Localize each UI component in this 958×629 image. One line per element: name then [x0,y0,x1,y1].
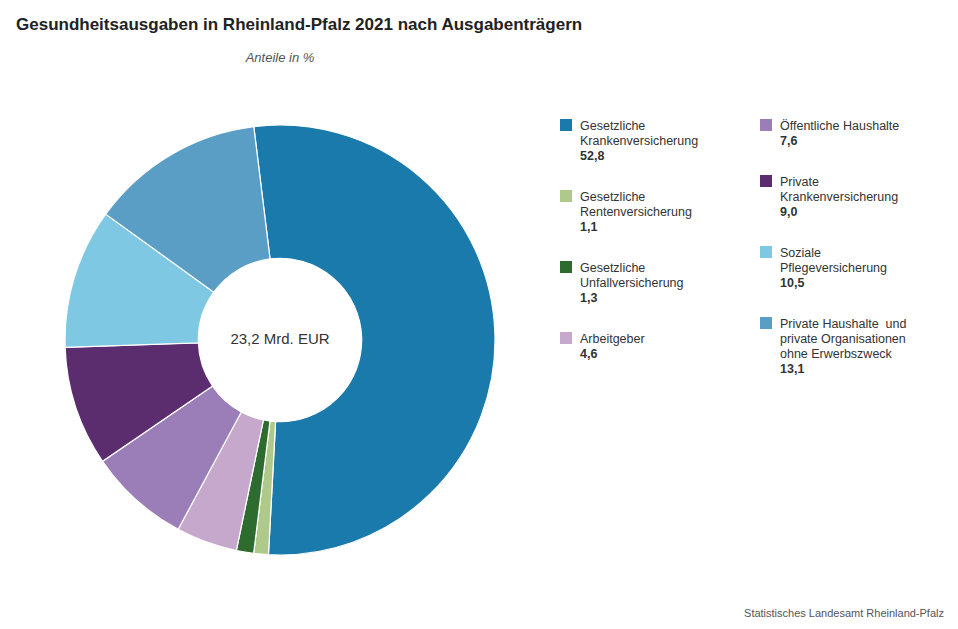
title: Gesundheitsausgaben in Rheinland-Pfalz 2… [16,15,582,34]
legend-label-line: Rentenversicherung [580,205,692,219]
legend-label: Private Haushalte undprivate Organisatio… [780,317,907,361]
data-label: 1,3 [580,291,597,305]
legend-swatch [760,317,772,329]
legend-label-line: Öffentliche Haushalte [780,119,899,133]
legend-label: Öffentliche Haushalte [780,119,899,133]
data-label: 9,0 [780,205,797,219]
legend-swatch [760,175,772,187]
legend-label: PrivateKrankenversicherung [780,175,898,204]
legend-label: GesetzlicheUnfallversicherung [580,261,684,290]
legend-label-line: Gesetzliche [580,261,645,275]
data-label: 52,8 [580,149,604,163]
legend-item: GesetzlicheRentenversicherung1,1 [560,190,692,234]
legend-item: GesetzlicheUnfallversicherung1,3 [560,261,684,305]
data-label: 7,6 [780,134,797,148]
legend-swatch [560,332,572,344]
subtitle: Anteile in % [245,50,315,65]
legend-swatch [560,190,572,202]
legend: GesetzlicheKrankenversicherung52,8Gesetz… [560,119,907,376]
legend-label-line: Private [780,175,819,189]
legend-label: GesetzlicheKrankenversicherung [580,119,698,148]
legend-label-line: Gesetzliche [580,119,645,133]
center-text: 23,2 Mrd. EUR [230,330,329,347]
legend-label-line: private Organisationen [780,332,906,346]
legend-label: Arbeitgeber [580,332,645,346]
data-label: 1,1 [580,220,597,234]
slices [65,125,495,555]
legend-swatch [760,119,772,131]
footer: Statistisches Landesamt Rheinland-Pfalz [744,607,944,619]
data-label: 13,1 [780,362,804,376]
legend-swatch [560,119,572,131]
slice [106,127,270,293]
legend-item: SozialePflegeversicherung10,5 [760,246,887,290]
legend-label-line: ohne Erwerbszweck [780,347,893,361]
legend-label-line: Unfallversicherung [580,276,684,290]
legend-swatch [760,246,772,258]
legend-label-line: Krankenversicherung [780,190,898,204]
legend-swatch [560,261,572,273]
legend-label: GesetzlicheRentenversicherung [580,190,692,219]
legend-label: SozialePflegeversicherung [780,246,887,275]
legend-label-line: Private Haushalte und [780,317,907,331]
legend-item: Private Haushalte undprivate Organisatio… [760,317,907,376]
slice [65,343,212,462]
legend-item: GesetzlicheKrankenversicherung52,8 [560,119,698,163]
legend-label-line: Krankenversicherung [580,134,698,148]
data-label: 4,6 [580,347,597,361]
legend-label-line: Gesetzliche [580,190,645,204]
legend-item: Arbeitgeber4,6 [560,332,645,361]
legend-label-line: Soziale [780,246,821,260]
chart: Gesundheitsausgaben in Rheinland-Pfalz 2… [0,0,958,629]
legend-item: Öffentliche Haushalte7,6 [760,119,899,148]
legend-label-line: Arbeitgeber [580,332,645,346]
legend-label-line: Pflegeversicherung [780,261,887,275]
data-label: 10,5 [780,276,804,290]
legend-item: PrivateKrankenversicherung9,0 [760,175,898,219]
